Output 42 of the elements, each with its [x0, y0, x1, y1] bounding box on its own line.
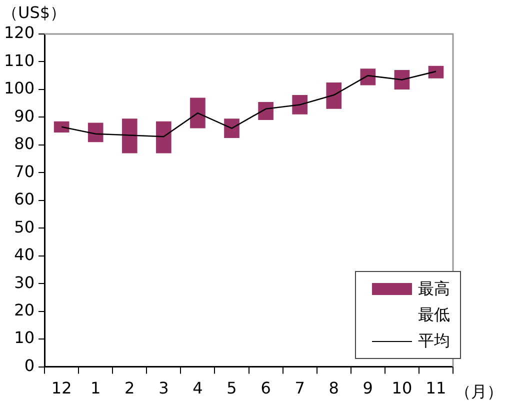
x-tick-label: 8: [328, 378, 339, 398]
bar: [122, 118, 138, 154]
bar: [88, 122, 104, 142]
y-tick-label: 100: [4, 78, 35, 98]
y-tick-label: 30: [14, 272, 35, 292]
y-tick-label: 10: [14, 328, 35, 348]
y-axis-title: （US$）: [2, 3, 66, 22]
y-tick-label: 40: [14, 245, 35, 264]
y-tick-label: 50: [14, 217, 35, 236]
x-tick-label: 5: [226, 378, 237, 398]
bar: [258, 102, 274, 120]
y-tick-label: 0: [24, 356, 35, 375]
y-tick-label: 20: [14, 300, 35, 320]
legend-label: 最高: [418, 278, 450, 300]
legend-label: 平均: [418, 330, 450, 352]
bar: [360, 68, 376, 86]
y-tick-label: 70: [14, 162, 35, 181]
x-tick-label: 9: [362, 378, 373, 398]
y-tick-label: 90: [14, 106, 35, 126]
x-tick-label: 2: [124, 378, 135, 398]
bar: [190, 98, 206, 128]
y-tick-label: 60: [14, 190, 35, 209]
x-tick-label: 10: [392, 378, 412, 398]
x-tick-label: 6: [260, 378, 271, 398]
bar: [224, 118, 240, 138]
bar: [292, 95, 308, 114]
x-tick-label: 12: [51, 378, 72, 398]
y-tick-label: 110: [4, 50, 35, 70]
bar: [326, 82, 342, 109]
x-tick-label: 1: [90, 378, 101, 398]
bar: [428, 66, 444, 78]
x-tick-label: 3: [158, 378, 169, 398]
x-tick-label: 7: [294, 378, 305, 398]
x-tick-label: 11: [426, 378, 446, 398]
bar: [156, 121, 172, 154]
bar: [54, 121, 70, 132]
y-tick-label: 120: [4, 23, 35, 42]
y-tick-label: 80: [14, 134, 35, 154]
x-axis-title: （月）: [455, 382, 503, 402]
bar: [394, 70, 410, 90]
annotation: 最低: [418, 304, 450, 326]
x-tick-label: 4: [192, 378, 203, 398]
